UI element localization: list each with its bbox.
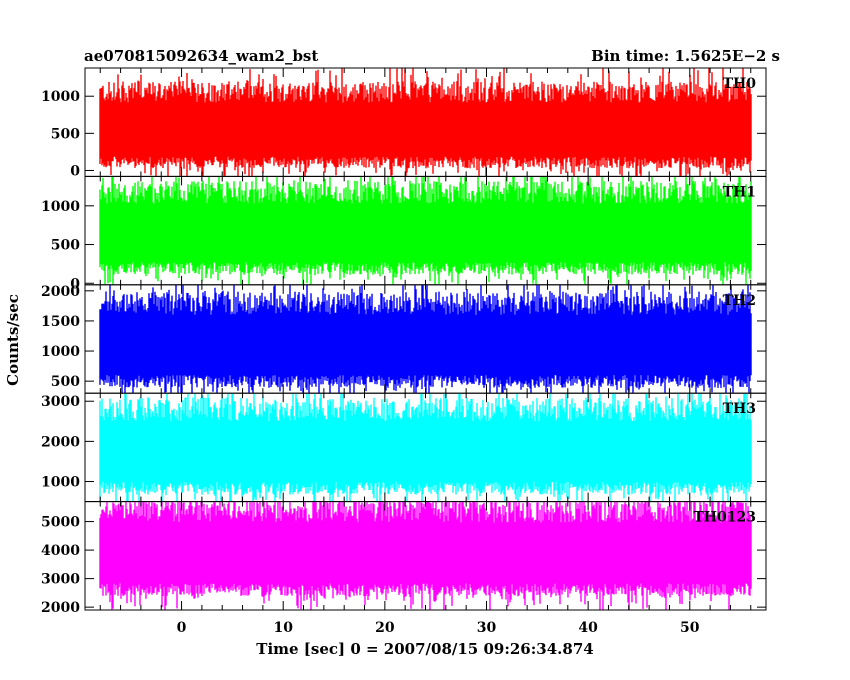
y-tick-label: 1000 [41, 89, 80, 105]
series-th3 [99, 393, 752, 502]
panel-th0: 0 500 1000 TH0 [41, 67, 767, 179]
y-tick-label: 0 [70, 163, 80, 179]
panel-label: TH0 [723, 76, 757, 92]
y-axis-label: Counts/sec [4, 294, 22, 386]
x-tick-label: 40 [578, 620, 598, 636]
panels: 0 500 1000 TH0 0 500 1000 TH1 500 1000 1500 2000 TH2… [41, 67, 767, 616]
chart-title: ae070815092634_wam2_bst [84, 47, 318, 65]
panel-label: TH0123 [693, 510, 756, 526]
panel-th1: 0 500 1000 TH1 [41, 175, 767, 292]
panel-th3: 1000 2000 3000 TH3 [41, 392, 767, 503]
y-tick-label: 1000 [41, 199, 80, 215]
y-tick-label: 2000 [41, 600, 80, 616]
y-tick-label: 500 [51, 126, 80, 142]
x-axis-label: Time [sec] 0 = 2007/08/15 09:26:34.874 [256, 640, 593, 658]
y-tick-label: 500 [51, 374, 80, 390]
y-tick-label: 3000 [41, 394, 80, 410]
panel-th2: 500 1000 1500 2000 TH2 [41, 284, 767, 394]
y-tick-label: 3000 [41, 572, 80, 588]
y-tick-label: 0 [70, 276, 80, 292]
x-tick-label: 30 [477, 620, 497, 636]
y-tick-label: 1000 [41, 475, 80, 491]
y-tick-label: 2000 [41, 284, 80, 300]
y-tick-label: 500 [51, 238, 80, 254]
panel-label: TH1 [723, 184, 756, 200]
chart-subtitle: Bin time: 1.5625E−2 s [591, 47, 780, 65]
series-th0123 [99, 502, 752, 610]
series-th0 [99, 68, 752, 176]
panel-th0123: 2000 3000 4000 5000 TH0123 [41, 501, 767, 616]
panel-label: TH2 [723, 293, 756, 309]
x-tick-label: 50 [680, 620, 700, 636]
x-tick-label: 20 [375, 620, 395, 636]
y-tick-label: 2000 [41, 434, 80, 450]
y-tick-label: 1000 [41, 344, 80, 360]
series-th2 [99, 285, 752, 393]
x-tick-label: 10 [273, 620, 293, 636]
y-tick-label: 5000 [41, 515, 80, 531]
x-axis: 0 10 20 30 40 50 [177, 620, 700, 636]
y-tick-label: 4000 [41, 543, 80, 559]
x-tick-label: 0 [177, 620, 187, 636]
panel-label: TH3 [723, 401, 756, 417]
y-tick-label: 1500 [41, 314, 80, 330]
series-th1 [99, 176, 752, 285]
